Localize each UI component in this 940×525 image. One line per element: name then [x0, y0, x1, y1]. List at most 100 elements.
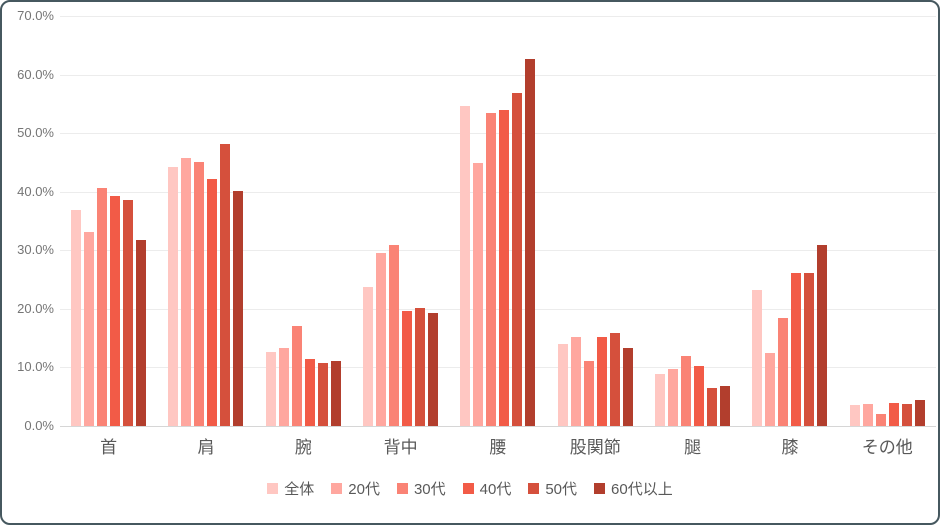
bar-腰-20代 [473, 163, 484, 426]
bar-腰-40代 [499, 110, 510, 426]
legend-swatch-icon [331, 483, 343, 494]
legend-item-全体: 全体 [267, 478, 314, 499]
bar-group-股関節 [547, 16, 644, 426]
bar-group-膝 [741, 16, 838, 426]
bar-腕-20代 [278, 347, 289, 426]
legend-label: 50代 [545, 481, 578, 498]
y-tick-label: 70.0% [17, 8, 54, 23]
y-tick-label: 50.0% [17, 125, 54, 141]
bar-首-全体 [71, 210, 82, 426]
gridline [60, 250, 936, 252]
legend-label: 30代 [413, 481, 446, 498]
x-category-label-腰: 腰 [489, 438, 507, 457]
bar-group-腕 [255, 16, 352, 426]
bar-背中-20代 [376, 253, 387, 426]
bar-腰-50代 [512, 92, 523, 426]
bar-背中-30代 [389, 245, 400, 426]
x-category-label-その他: その他 [861, 438, 913, 457]
bar-股関節-20代 [570, 336, 581, 426]
bar-股関節-30代 [583, 361, 594, 426]
bar-膝-20代 [765, 353, 776, 426]
legend-item-50代: 50代 [528, 478, 577, 499]
bar-その他-40代 [888, 402, 899, 426]
y-tick-label: 40.0% [17, 183, 54, 199]
bar-肩-30代 [194, 162, 205, 426]
bar-膝-全体 [752, 290, 763, 426]
bar-膝-60代以上 [817, 245, 828, 426]
x-category-label-首: 首 [100, 438, 118, 457]
bar-腕-40代 [304, 358, 315, 426]
legend-label: 全体 [284, 481, 315, 498]
bar-首-60代以上 [136, 240, 147, 426]
gridline [60, 16, 936, 17]
y-tick-label: 60.0% [17, 66, 54, 82]
bar-股関節-40代 [596, 336, 607, 426]
bar-背中-全体 [363, 287, 374, 426]
bar-股関節-全体 [557, 344, 568, 426]
bar-背中-60代以上 [428, 312, 439, 426]
bar-その他-全体 [849, 404, 860, 426]
bar-膝-50代 [804, 273, 815, 426]
legend-label: 20代 [348, 481, 380, 498]
legend-swatch-icon [594, 483, 606, 494]
x-axis-baseline [60, 426, 936, 427]
legend-item-60代以上: 60代以上 [594, 478, 673, 499]
legend-item-30代: 30代 [396, 478, 446, 499]
legend-label: 40代 [479, 481, 512, 498]
bar-腿-50代 [707, 387, 718, 426]
bar-膝-30代 [778, 317, 789, 426]
legend-item-40代: 40代 [462, 478, 512, 499]
bar-その他-30代 [875, 413, 886, 426]
legend-swatch-icon [267, 483, 279, 494]
bar-その他-60代以上 [914, 400, 925, 426]
bar-肩-60代以上 [233, 190, 244, 426]
legend-item-20代: 20代 [331, 478, 380, 499]
gridline [60, 133, 936, 135]
x-category-label-膝: 膝 [781, 438, 799, 457]
y-tick-label: 0.0% [24, 418, 54, 433]
x-category-label-肩: 肩 [197, 438, 215, 457]
bar-group-腿 [644, 16, 741, 426]
bar-首-30代 [97, 187, 108, 426]
bar-肩-40代 [207, 179, 218, 426]
x-category-label-腿: 腿 [684, 438, 702, 457]
gridline [60, 308, 936, 310]
bar-股関節-50代 [609, 333, 620, 426]
bar-腕-全体 [265, 351, 276, 426]
gridline [60, 191, 936, 193]
bar-腿-30代 [681, 356, 692, 426]
y-tick-label: 20.0% [17, 300, 54, 316]
bar-group-腰 [449, 16, 546, 426]
legend-label: 60代以上 [611, 481, 673, 498]
bar-腰-30代 [486, 112, 497, 426]
legend-swatch-icon [528, 483, 540, 494]
x-category-label-腕: 腕 [294, 438, 312, 457]
gridline [60, 367, 936, 369]
legend-swatch-icon [462, 483, 474, 494]
x-axis: 首 肩 腕 背中 腰 股関節 腿 膝 その他 [60, 434, 936, 462]
bar-腿-全体 [655, 373, 666, 426]
bar-股関節-60代以上 [622, 347, 633, 426]
bar-首-50代 [123, 199, 134, 426]
bar-group-肩 [157, 16, 254, 426]
x-category-label-股関節: 股関節 [569, 438, 621, 457]
bar-肩-20代 [181, 158, 192, 426]
x-category-label-背中: 背中 [383, 438, 418, 457]
y-tick-label: 10.0% [17, 359, 54, 375]
y-tick-label: 30.0% [17, 242, 54, 258]
bar-group-首 [60, 16, 157, 426]
bar-腰-60代以上 [525, 58, 536, 426]
bar-腿-20代 [668, 369, 679, 426]
bar-首-20代 [84, 232, 95, 426]
bar-膝-40代 [791, 273, 802, 426]
bar-腕-30代 [291, 325, 302, 426]
bar-その他-20代 [862, 403, 873, 426]
bar-肩-50代 [220, 143, 231, 426]
gridline [60, 74, 936, 76]
bar-腕-50代 [317, 363, 328, 426]
bar-group-その他 [839, 16, 936, 426]
bar-腿-40代 [694, 366, 705, 426]
legend-swatch-icon [396, 483, 408, 494]
bar-group-背中 [352, 16, 449, 426]
